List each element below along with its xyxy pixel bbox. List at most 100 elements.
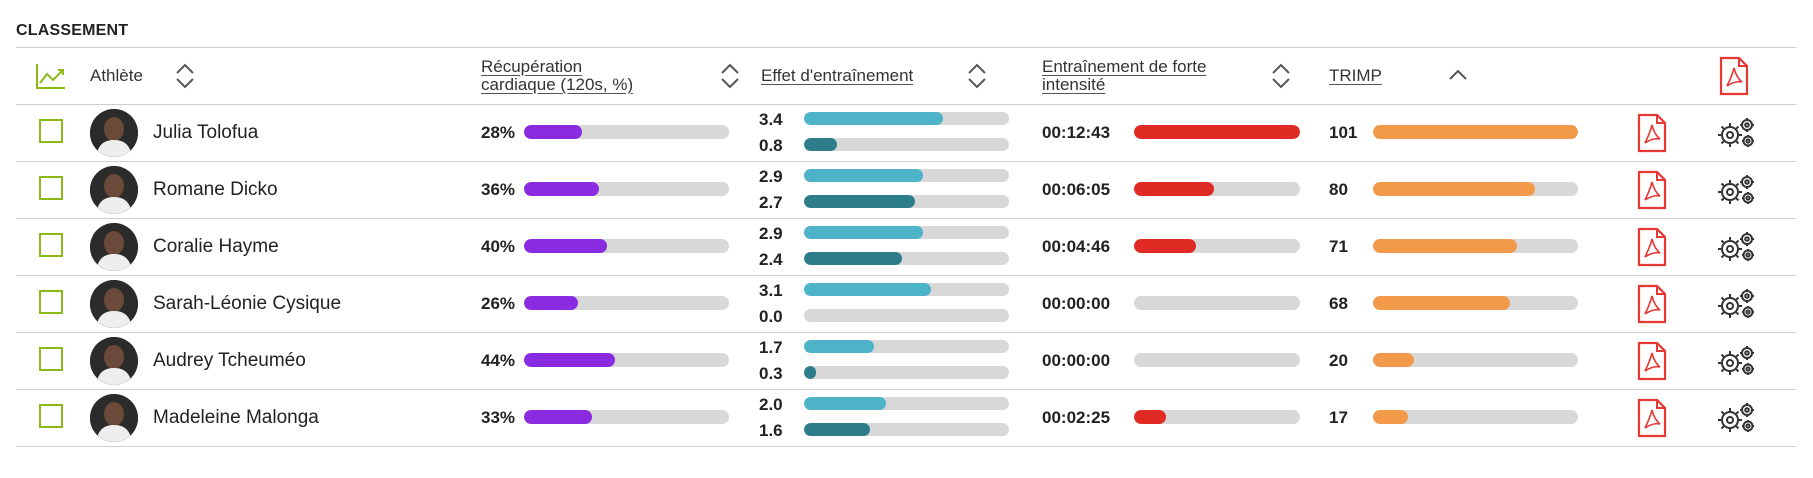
trimp-bar [1373,410,1578,424]
athlete-name[interactable]: Madeleine Malonga [153,407,319,428]
header-intensity[interactable]: Entraînement de forte intensité [1042,57,1207,94]
settings-gears-icon[interactable] [1716,402,1756,434]
row-checkbox[interactable] [39,233,63,257]
header-effect[interactable]: Effet d'entraînement [761,66,914,85]
recovery-fill [524,296,578,310]
table-header: Athlète Récupération cardiaque (120s, %)… [16,47,1796,105]
recovery-fill [524,125,582,139]
effect-aerobic-fill [804,397,886,410]
effect-aerobic-bar [804,340,1009,353]
effect-anaerobic-bar [804,195,1009,208]
trimp-fill [1373,410,1408,424]
effect-anaerobic-value: 0.3 [759,364,783,383]
effect-aerobic-fill [804,169,923,182]
table-row: Audrey Tcheuméo 44% 1.7 0.3 00:00:00 20 [16,333,1796,390]
recovery-fill [524,182,599,196]
table-row: Coralie Hayme 40% 2.9 2.4 00:04:46 71 [16,219,1796,276]
row-pdf-icon[interactable] [1637,113,1667,153]
row-checkbox[interactable] [39,404,63,428]
effect-anaerobic-fill [804,138,837,151]
effect-anaerobic-bar [804,252,1009,265]
effect-aerobic-fill [804,226,923,239]
intensity-duration: 00:12:43 [1042,123,1111,142]
export-pdf-icon[interactable] [1719,56,1749,96]
header-athlete[interactable]: Athlète [90,66,143,85]
intensity-fill [1134,410,1166,424]
trimp-fill [1373,353,1414,367]
sort-recovery-icon[interactable] [719,62,741,90]
effect-anaerobic-value: 0.0 [759,307,783,326]
settings-gears-icon[interactable] [1716,174,1756,206]
sort-intensity-icon[interactable] [1270,62,1292,90]
effect-aerobic-bar [804,283,1009,296]
intensity-fill [1134,182,1214,196]
athlete-name[interactable]: Coralie Hayme [153,236,279,257]
row-pdf-icon[interactable] [1637,341,1667,381]
athlete-name[interactable]: Audrey Tcheuméo [153,350,306,371]
recovery-value: 28% [481,123,516,142]
athlete-name[interactable]: Julia Tolofua [153,122,259,143]
settings-gears-icon[interactable] [1716,345,1756,377]
intensity-bar [1134,353,1300,367]
recovery-bar [524,182,729,196]
header-recovery[interactable]: Récupération cardiaque (120s, %) [481,57,634,94]
recovery-bar [524,239,729,253]
intensity-fill [1134,125,1300,139]
trimp-value: 20 [1329,351,1348,370]
effect-anaerobic-bar [804,366,1009,379]
effect-aerobic-value: 2.0 [759,395,783,414]
effect-aerobic-value: 2.9 [759,167,783,186]
trimp-bar [1373,182,1578,196]
sort-effect-icon[interactable] [966,62,988,90]
athlete-name[interactable]: Sarah-Léonie Cysique [153,293,342,314]
avatar [90,280,138,328]
intensity-bar [1134,296,1300,310]
recovery-value: 33% [481,408,516,427]
sort-ascending-icon[interactable] [1448,68,1468,82]
effect-aerobic-bar [804,112,1009,125]
effect-aerobic-fill [804,340,874,353]
effect-anaerobic-bar [804,423,1009,436]
row-checkbox[interactable] [39,119,63,143]
avatar [90,109,138,157]
table-row: Romane Dicko 36% 2.9 2.7 00:06:05 80 [16,162,1796,219]
section-title: CLASSEMENT [16,22,129,39]
trimp-fill [1373,239,1517,253]
table-row: Sarah-Léonie Cysique 26% 3.1 0.0 00:00:0… [16,276,1796,333]
effect-anaerobic-value: 2.4 [759,250,783,269]
avatar [90,337,138,385]
effect-anaerobic-fill [804,423,870,436]
intensity-bar [1134,410,1300,424]
row-pdf-icon[interactable] [1637,227,1667,267]
settings-gears-icon[interactable] [1716,117,1756,149]
row-checkbox[interactable] [39,290,63,314]
sort-athlete-icon[interactable] [174,62,196,90]
avatar [90,223,138,271]
effect-anaerobic-value: 2.7 [759,193,783,212]
settings-gears-icon[interactable] [1716,288,1756,320]
intensity-fill [1134,239,1197,253]
row-pdf-icon[interactable] [1637,398,1667,438]
trend-chart-icon[interactable] [36,63,66,89]
trimp-fill [1373,296,1511,310]
effect-anaerobic-fill [804,195,915,208]
effect-anaerobic-fill [804,252,903,265]
header-trimp[interactable]: TRIMP [1329,66,1382,85]
row-pdf-icon[interactable] [1637,170,1667,210]
table-row: Julia Tolofua 28% 3.4 0.8 00:12:43 101 [16,105,1796,162]
row-checkbox[interactable] [39,176,63,200]
recovery-value: 36% [481,180,516,199]
effect-aerobic-bar [804,397,1009,410]
trimp-bar [1373,125,1578,139]
ranking-table: Athlète Récupération cardiaque (120s, %)… [16,47,1796,447]
trimp-value: 68 [1329,294,1348,313]
row-checkbox[interactable] [39,347,63,371]
recovery-fill [524,410,593,424]
effect-aerobic-fill [804,112,944,125]
table-row: Madeleine Malonga 33% 2.0 1.6 00:02:25 1… [16,390,1796,447]
row-pdf-icon[interactable] [1637,284,1667,324]
athlete-name[interactable]: Romane Dicko [153,179,278,200]
settings-gears-icon[interactable] [1716,231,1756,263]
intensity-duration: 00:02:25 [1042,408,1111,427]
effect-aerobic-fill [804,283,932,296]
